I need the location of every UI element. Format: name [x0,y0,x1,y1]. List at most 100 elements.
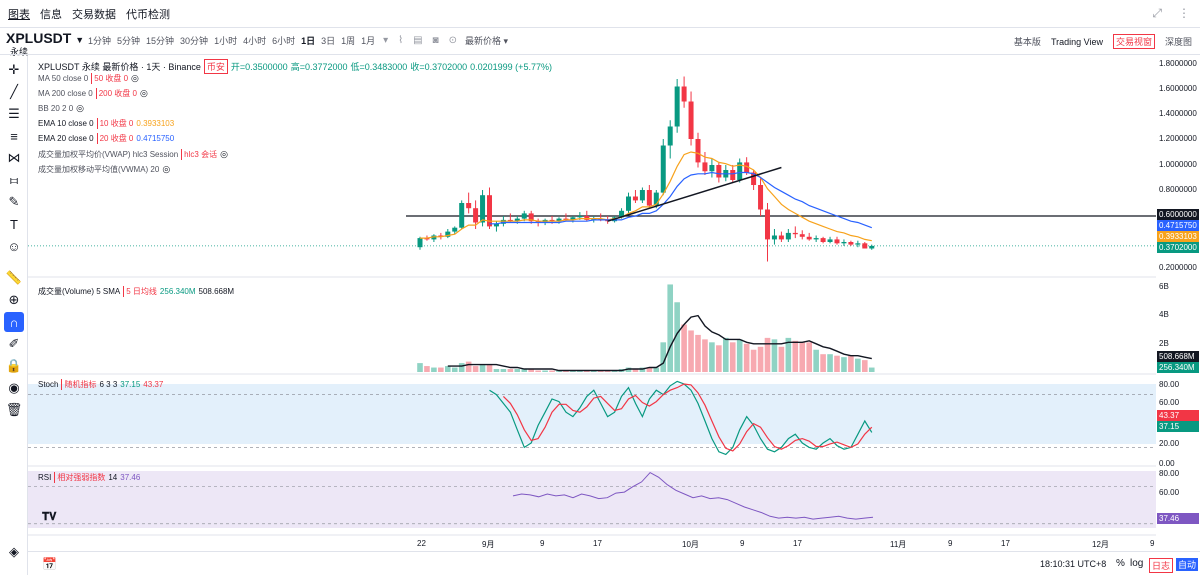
eye-icon[interactable]: ◉ [8,380,20,395]
expand-icon[interactable]: ⤢ [1152,6,1162,20]
candle-body [653,192,659,206]
volume-bar [688,330,694,372]
volume-bar [632,369,639,372]
interval-4h[interactable]: 4小时 [243,36,267,46]
eye-off-icon: ◎ [220,149,228,159]
date-label: 11月 [890,540,907,549]
interval-30m[interactable]: 30分钟 [180,36,209,46]
nav-tab-token-check[interactable]: 代币检测 [126,8,170,21]
interval-1h[interactable]: 1小时 [214,36,238,46]
trendline-icon[interactable]: ╱ [10,84,18,99]
ema10-line [420,151,872,242]
nav-tab-info[interactable]: 信息 [40,8,62,21]
mode-depth[interactable]: 深度图 [1164,37,1192,47]
interval-6h[interactable]: 6小时 [272,36,296,46]
price-axis-label: 1.4000000 [1159,109,1197,118]
symbol-selector[interactable]: XPLUSDT ▼ [6,30,85,46]
stoch-axis-label: 60.00 [1159,398,1180,407]
interval-1m[interactable]: 1分钟 [88,36,112,46]
candle-body [785,232,791,240]
text-icon[interactable]: T [10,216,18,232]
candle-body [765,209,770,240]
date-range-icon[interactable]: 📅 [42,557,57,571]
log-label[interactable]: 日志 [1149,558,1174,573]
volume-bar [750,349,757,372]
pattern-icon[interactable]: ⋈ [7,150,21,165]
volume-bar [584,370,590,372]
brush-icon[interactable]: ✎ [8,194,20,209]
volume-bar [834,355,840,372]
volume-bar [723,337,729,372]
volume-legend[interactable]: 成交量(Volume) 5 SMA 5 日均线 256.340M 508.668M [38,286,235,297]
volume-bar [549,370,555,372]
nav-tab-chart[interactable]: 图表 [8,8,30,21]
candle-body [445,231,451,237]
price-axis-label: 0.2000000 [1159,263,1197,272]
stoch-axis-label: 80.00 [1159,380,1180,389]
nav-tab-trading-data[interactable]: 交易数据 [72,8,116,21]
candle-body [563,218,569,220]
volume-tag: 256.340M [1157,362,1199,373]
candle-body [570,217,576,220]
indicator-vwma[interactable]: 成交量加权移动平均值(VWMA) 20 ◎ [38,164,171,174]
fib-icon[interactable]: ≡ [10,128,18,144]
trash-icon[interactable]: 🗑 [5,402,23,417]
candle-body [820,238,826,242]
camera-icon[interactable]: ◙ [432,35,439,46]
volume-bar [709,342,715,372]
chevron-down-icon[interactable]: ▾ [383,35,389,46]
interval-15m[interactable]: 15分钟 [146,36,175,46]
volume-bar [458,363,465,372]
indicator-vwap[interactable]: 成交量加权平均价(VWAP) hlc3 Session hlc3 会话 ◎ [38,149,228,160]
stoch-band [28,384,1156,444]
ohlc-legend: XPLUSDT 永续 最新价格 · 1天 · Binance 币安 开=0.35… [38,59,552,74]
replay-icon[interactable]: ⊙ [448,35,457,46]
layers-icon[interactable]: ◈ [9,544,19,559]
indicator-bb[interactable]: BB 20 2 0 ◎ [38,103,84,113]
mode-basic[interactable]: 基本版 [1013,37,1041,47]
indicator-ma200[interactable]: MA 200 close 0 200 收盘 0 ◎ [38,88,148,99]
percent-toggle[interactable]: % [1116,558,1125,569]
interval-1M[interactable]: 1月 [361,36,376,46]
indicator-ema10[interactable]: EMA 10 close 0 10 收盘 0 0.3933103 [38,118,175,129]
volume-bar [681,324,687,372]
price-type-selector[interactable]: 最新价格 ▾ [464,36,509,46]
lock-icon[interactable]: 🔒 [5,358,23,373]
volume-bar [417,363,423,372]
candle-body [869,245,875,249]
candle-body [431,235,437,240]
indicators-icon[interactable]: ⌇ [398,35,404,46]
chart-canvas[interactable] [28,55,1156,551]
interval-1w[interactable]: 1周 [341,36,356,46]
indicator-ma50[interactable]: MA 50 close 0 50 收盘 0 ◎ [38,73,139,84]
emoji-icon[interactable]: ☺ [7,238,21,254]
mode-tradingview[interactable]: Trading View [1050,36,1103,47]
toolbar-divider [0,54,1200,55]
measure-lines-icon[interactable]: ⧦ [9,172,19,187]
horizontal-lines-icon[interactable]: ☰ [8,106,20,121]
candle-body [521,213,527,219]
zoom-icon[interactable]: ⊕ [8,292,20,307]
date-label: 9 [1150,539,1155,548]
window-controls: ⤢ ⋮ [1152,6,1190,21]
layout-icon[interactable]: ▤ [413,35,423,46]
interval-5m[interactable]: 5分钟 [117,36,141,46]
more-icon[interactable]: ⋮ [1178,6,1190,20]
volume-bar [604,370,611,372]
indicator-ema20[interactable]: EMA 20 close 0 20 收盘 0 0.4715750 [38,133,175,144]
candle-body [758,185,764,210]
candle-body [619,210,625,218]
magnet-icon[interactable]: ∩ [4,312,24,332]
interval-3d[interactable]: 3日 [321,36,336,46]
crosshair-icon[interactable]: ✛ [8,62,20,77]
ruler-icon[interactable]: 📏 [5,270,23,285]
volume-bar [862,360,868,372]
auto-toggle[interactable]: 自动 [1176,558,1199,571]
interval-1d[interactable]: 1日 [301,36,316,46]
log-toggle[interactable]: log [1130,558,1144,569]
volume-bar [639,367,646,372]
mode-trade-view[interactable]: 交易视窗 [1112,34,1155,49]
rsi-legend[interactable]: RSI 相对强弱指数 14 37.46 [38,472,141,483]
pencil-lock-icon[interactable]: ✐ [8,336,20,351]
stoch-legend[interactable]: Stoch 随机指标 6 3 3 37.15 43.37 [38,379,164,390]
